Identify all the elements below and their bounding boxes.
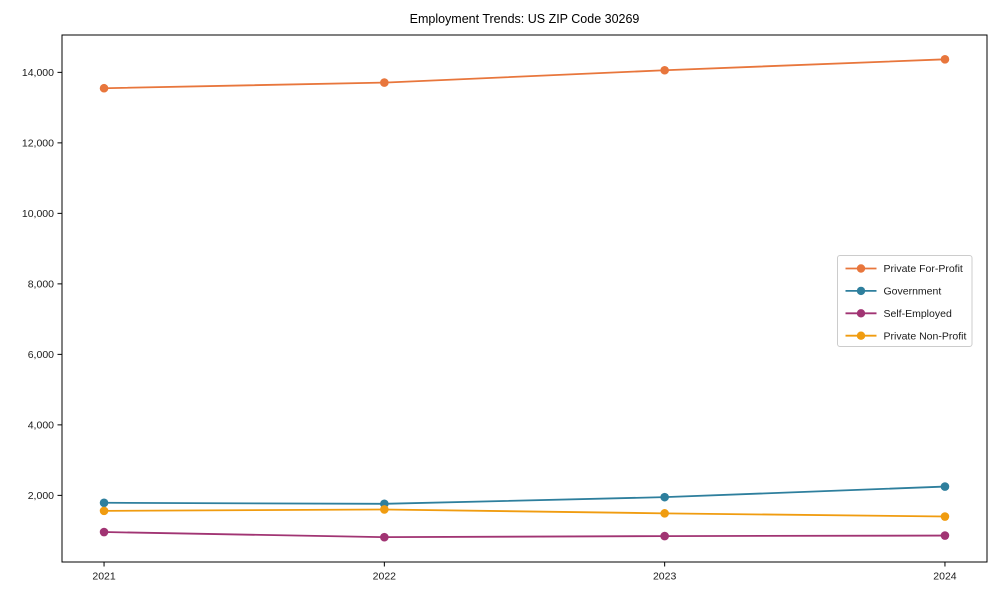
plot-border	[61, 34, 988, 563]
series-government	[99, 482, 950, 509]
y-tick-label: 12,000	[22, 137, 54, 149]
data-point	[940, 512, 950, 521]
series-private-for-profit	[99, 55, 950, 93]
legend-item: Government	[845, 286, 942, 298]
y-tick-label: 4,000	[28, 419, 54, 431]
y-axis: 2,000 4,000 6,000 8,000 10,000 12,000 14,000	[22, 67, 62, 502]
x-axis: 2021 2022 2023 2024	[92, 562, 957, 583]
legend-item: Private Non-Profit	[845, 330, 967, 342]
data-point	[660, 65, 669, 75]
data-point	[99, 83, 109, 93]
chart-title: Employment Trends: US ZIP Code 30269	[409, 12, 640, 26]
data-point	[940, 531, 950, 540]
y-tick-label: 2,000	[28, 490, 54, 502]
y-tick-label: 10,000	[22, 208, 54, 220]
series-line	[104, 58, 945, 90]
legend-item: Self-Employed	[845, 308, 952, 320]
data-point	[660, 492, 669, 502]
data-point	[380, 78, 389, 87]
y-tick-label: 8,000	[28, 278, 54, 290]
data-point	[99, 527, 109, 537]
legend-marker-dot	[856, 286, 866, 296]
series-self-employed	[99, 527, 950, 542]
legend-item-label: Private Non-Profit	[884, 330, 967, 342]
legend-marker-dot	[856, 309, 866, 318]
series-private-non-profit	[99, 505, 950, 521]
data-point	[99, 506, 109, 516]
data-point	[380, 532, 389, 542]
y-tick-label: 6,000	[28, 349, 54, 361]
legend-box	[837, 255, 973, 347]
data-point	[380, 505, 389, 514]
data-point	[660, 509, 669, 518]
legend-marker-dot	[856, 331, 866, 340]
series-line	[104, 485, 945, 505]
series-line	[104, 531, 945, 539]
legend-item-label: Government	[884, 286, 942, 298]
x-tick-label: 2022	[373, 571, 397, 583]
legend-marker-dot	[856, 264, 866, 273]
data-point	[99, 498, 109, 508]
legend: Private For-Profit Government Self-Employe…	[837, 255, 973, 347]
series-line	[104, 508, 945, 518]
data-point	[660, 531, 669, 541]
x-tick-label: 2024	[933, 571, 957, 583]
legend-item: Private For-Profit	[845, 263, 963, 275]
y-tick-label: 14,000	[22, 67, 54, 79]
legend-item-label: Self-Employed	[884, 308, 952, 320]
x-tick-label: 2023	[653, 571, 677, 583]
data-point	[940, 55, 950, 64]
x-tick-label: 2021	[92, 571, 116, 583]
data-point	[940, 482, 950, 491]
legend-item-label: Private For-Profit	[884, 263, 963, 275]
